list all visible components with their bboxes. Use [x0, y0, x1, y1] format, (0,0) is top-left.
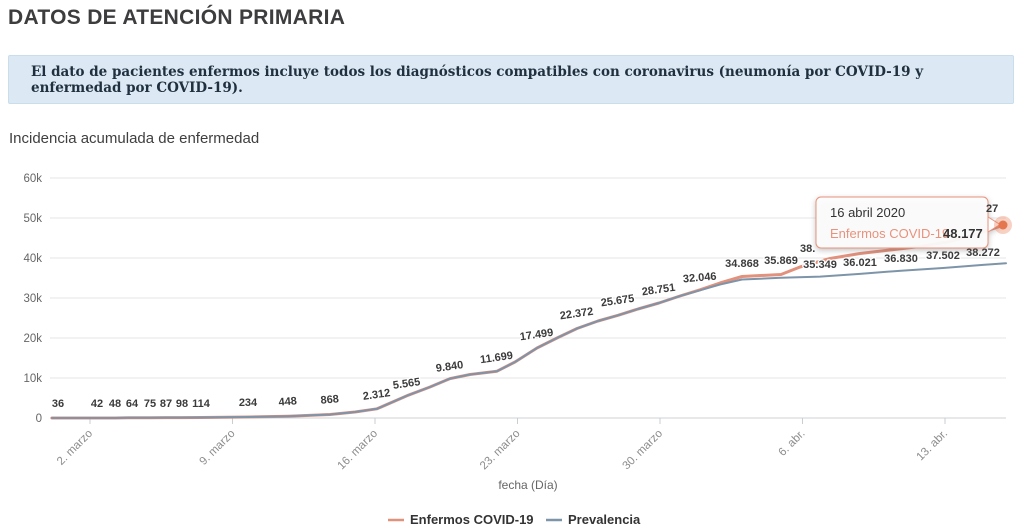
y-tick-label: 10k	[23, 373, 42, 385]
point-label: 868	[320, 393, 339, 407]
point-label: 25.675	[600, 293, 635, 310]
point-label: 38.272	[966, 247, 1000, 259]
point-label: 75	[144, 398, 156, 410]
point-label: 234	[239, 397, 258, 409]
point-label: 64	[126, 398, 139, 410]
legend-item-enfermos[interactable]: Enfermos COVID-19	[388, 512, 534, 527]
hover-point-marker[interactable]	[998, 220, 1008, 230]
point-label: 36.830	[884, 253, 918, 265]
point-label: 34.868	[725, 258, 759, 270]
point-label: 98	[176, 398, 188, 410]
tooltip-value: 48.177	[943, 226, 983, 241]
x-axis-title: fecha (Día)	[498, 478, 557, 492]
notice-banner: El dato de pacientes enfermos incluye to…	[8, 55, 1014, 104]
x-tick-label: 30. marzo	[620, 428, 665, 473]
x-tick-label: 16. marzo	[335, 428, 380, 473]
tooltip-pointer	[987, 216, 1001, 233]
point-label: 2.312	[362, 387, 391, 403]
series-line-prevalencia[interactable]	[51, 262, 1007, 419]
x-tick-label: 13. abr.	[915, 428, 951, 464]
point-label: 35.869	[764, 255, 798, 267]
point-label: 48	[109, 398, 121, 410]
point-label: 448	[278, 395, 297, 409]
point-label: 87	[160, 398, 172, 410]
point-label: 11.699	[479, 350, 513, 366]
point-label: 5.565	[392, 376, 421, 392]
point-label: 37.502	[926, 250, 960, 262]
y-tick-label: 50k	[23, 213, 42, 225]
tooltip-date: 16 abril 2020	[830, 205, 905, 220]
y-tick-label: 30k	[23, 293, 42, 305]
x-tick-label: 2. marzo	[55, 428, 95, 468]
x-tick-label: 9. marzo	[197, 428, 237, 468]
point-label: 42	[91, 398, 103, 410]
y-tick-label: 60k	[23, 173, 42, 185]
x-tick-label: 23. marzo	[478, 428, 523, 473]
y-tick-label: 40k	[23, 253, 42, 265]
legend-label: Enfermos COVID-19	[410, 512, 534, 527]
point-label: 35.349	[803, 259, 837, 271]
chart-canvas: 0 10k 20k 30k 40k 50k 60k 2. marzo 9. marzo 16. m…	[23, 173, 1012, 527]
tooltip-series-label: Enfermos COVID-19	[830, 226, 949, 241]
point-label: 114	[192, 398, 211, 410]
notice-text: El dato de pacientes enfermos incluye to…	[31, 63, 924, 96]
x-tick-label: 6. abr.	[777, 428, 808, 459]
series-line-enfermos[interactable]	[50, 223, 1005, 420]
point-label-fragment: 27	[986, 203, 998, 215]
legend-label: Prevalencia	[568, 512, 641, 527]
point-label: 22.372	[559, 306, 594, 323]
point-label: 36.021	[843, 257, 877, 269]
chart-title: Incidencia acumulada de enfermedad	[9, 130, 260, 147]
y-tick-label: 20k	[23, 333, 42, 345]
point-label: 28.751	[641, 282, 676, 299]
point-label: 9.840	[435, 359, 464, 375]
point-label: 38.	[800, 243, 815, 255]
page-title: DATOS DE ATENCIÓN PRIMARIA	[8, 6, 346, 29]
point-label: 32.046	[682, 271, 717, 286]
point-label: 36	[52, 398, 64, 410]
legend-item-prevalencia[interactable]: Prevalencia	[546, 512, 641, 527]
y-tick-label: 0	[36, 413, 42, 425]
